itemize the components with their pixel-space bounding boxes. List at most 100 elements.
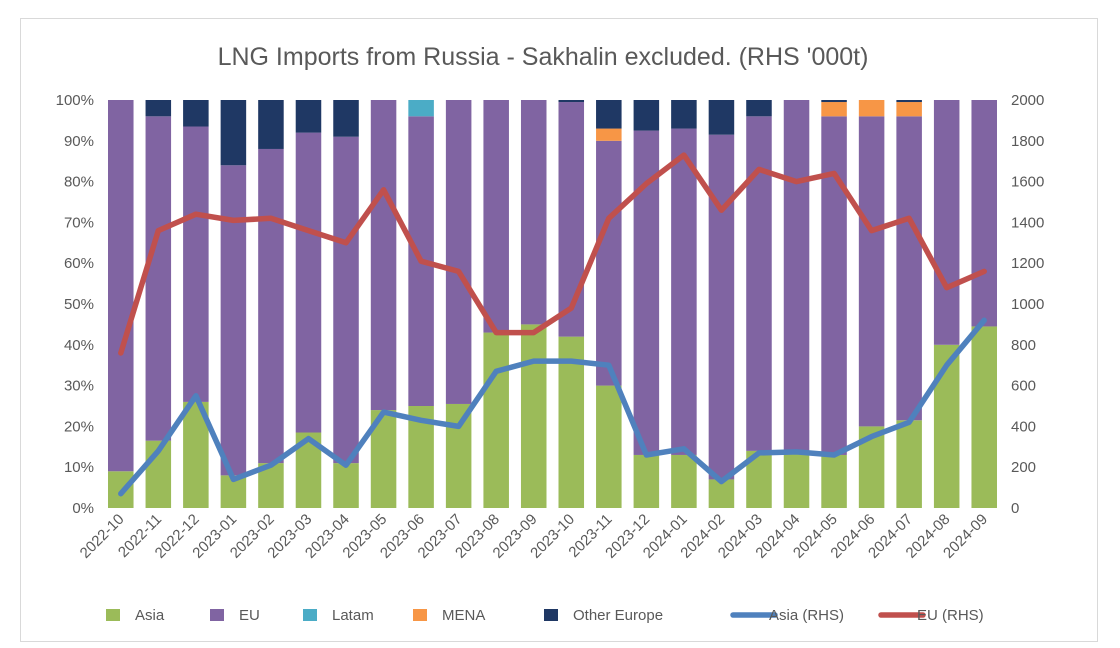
bar-other-europe bbox=[183, 100, 209, 127]
bar-asia bbox=[520, 324, 547, 508]
legend-item: Asia bbox=[106, 607, 165, 624]
bar-other-europe bbox=[821, 100, 847, 103]
bar-eu bbox=[295, 132, 322, 433]
legend-swatch bbox=[303, 609, 317, 621]
legend-swatch bbox=[544, 609, 558, 621]
bar-asia bbox=[483, 332, 509, 508]
left-tick-label: 90% bbox=[64, 133, 94, 150]
bar-asia bbox=[821, 454, 847, 508]
bar-asia bbox=[445, 403, 472, 508]
right-tick-label: 800 bbox=[1011, 337, 1036, 354]
bar-eu bbox=[933, 100, 960, 345]
lines bbox=[118, 152, 987, 497]
legend: Asia EU Latam MENA Other Europe Asia (RHS) EU … bbox=[106, 607, 984, 624]
bar-asia bbox=[783, 450, 810, 508]
right-tick-label: 200 bbox=[1011, 459, 1036, 476]
bar-eu bbox=[370, 100, 397, 411]
right-tick-label: 400 bbox=[1011, 418, 1036, 435]
bar-other-europe bbox=[558, 100, 585, 103]
legend-label: Asia bbox=[135, 607, 165, 624]
bar-eu bbox=[783, 100, 810, 451]
bar-other-europe bbox=[596, 100, 622, 129]
legend-label: EU (RHS) bbox=[917, 607, 984, 624]
left-tick-label: 50% bbox=[64, 296, 94, 313]
bar-latam bbox=[408, 100, 434, 117]
bar-other-europe bbox=[896, 100, 922, 103]
bar-eu bbox=[145, 116, 172, 441]
bar-eu bbox=[708, 134, 735, 480]
bar-eu bbox=[108, 100, 134, 472]
left-tick-label: 60% bbox=[64, 255, 94, 272]
bar-mena bbox=[821, 102, 847, 117]
bar-asia bbox=[971, 326, 997, 508]
bar-asia bbox=[933, 344, 960, 508]
bar-eu bbox=[333, 136, 359, 464]
chart-frame: LNG Imports from Russia - Sakhalin exclu… bbox=[20, 18, 1098, 642]
left-axis: 0% 10% 20% 30% 40% 50% 60% 70% 80% 90% 100% bbox=[56, 92, 94, 517]
right-tick-label: 1800 bbox=[1011, 133, 1044, 150]
left-tick-label: 80% bbox=[64, 174, 94, 191]
legend-item: Latam bbox=[303, 607, 374, 624]
bar-eu bbox=[671, 128, 697, 455]
line-asia-rhs bbox=[118, 317, 987, 497]
legend-item: Asia (RHS) bbox=[730, 607, 844, 624]
chart: LNG Imports from Russia - Sakhalin exclu… bbox=[56, 43, 1045, 624]
bar-eu bbox=[258, 148, 284, 464]
left-tick-label: 40% bbox=[64, 337, 94, 354]
bar-other-europe bbox=[220, 100, 247, 166]
bar-eu bbox=[746, 116, 772, 451]
bar-asia bbox=[333, 463, 359, 508]
legend-item: Other Europe bbox=[544, 607, 663, 624]
bar-other-europe bbox=[145, 100, 172, 117]
left-tick-label: 0% bbox=[72, 500, 94, 517]
right-tick-label: 1600 bbox=[1011, 174, 1044, 191]
bar-asia bbox=[896, 420, 922, 508]
left-tick-label: 10% bbox=[64, 459, 94, 476]
bar-asia bbox=[596, 385, 622, 508]
bar-eu bbox=[445, 100, 472, 404]
right-tick-label: 600 bbox=[1011, 378, 1036, 395]
bar-other-europe bbox=[746, 100, 772, 117]
bar-mena bbox=[896, 102, 922, 117]
bar-eu bbox=[520, 100, 547, 325]
right-tick-label: 1200 bbox=[1011, 255, 1044, 272]
right-tick-label: 0 bbox=[1011, 500, 1019, 517]
bar-mena bbox=[858, 100, 885, 117]
bar-other-europe bbox=[708, 100, 735, 135]
right-axis: 0 200 400 600 800 1000 1200 1400 1600 1800 2000 bbox=[1011, 92, 1044, 517]
legend-item: MENA bbox=[413, 607, 485, 624]
legend-label: EU bbox=[239, 607, 260, 624]
bar-asia bbox=[633, 454, 660, 508]
legend-swatch bbox=[210, 609, 224, 621]
bar-other-europe bbox=[295, 100, 322, 133]
legend-label: Other Europe bbox=[573, 607, 663, 624]
right-tick-label: 1400 bbox=[1011, 214, 1044, 231]
bar-eu bbox=[596, 140, 622, 386]
bar-asia bbox=[558, 336, 585, 508]
bar-eu bbox=[858, 116, 885, 427]
bar-eu bbox=[558, 102, 585, 337]
bar-eu bbox=[483, 100, 509, 333]
bar-other-europe bbox=[258, 100, 284, 149]
right-tick-label: 1000 bbox=[1011, 296, 1044, 313]
left-tick-label: 100% bbox=[56, 92, 94, 109]
bar-eu bbox=[896, 116, 922, 421]
bar-asia bbox=[671, 454, 697, 508]
left-tick-label: 20% bbox=[64, 418, 94, 435]
legend-swatch bbox=[413, 609, 427, 621]
legend-item: EU (RHS) bbox=[878, 607, 984, 624]
legend-label: MENA bbox=[442, 607, 485, 624]
bar-mena bbox=[596, 128, 622, 141]
bar-eu bbox=[220, 165, 247, 476]
chart-title: LNG Imports from Russia - Sakhalin exclu… bbox=[218, 43, 869, 71]
bars bbox=[108, 100, 997, 508]
legend-item: EU bbox=[210, 607, 260, 624]
legend-swatch bbox=[106, 609, 120, 621]
bar-other-europe bbox=[333, 100, 359, 137]
bar-eu bbox=[971, 100, 997, 327]
line-eu-rhs bbox=[118, 152, 987, 356]
bar-eu bbox=[821, 116, 847, 455]
right-tick-label: 2000 bbox=[1011, 92, 1044, 109]
bar-other-europe bbox=[633, 100, 660, 131]
bar-other-europe bbox=[671, 100, 697, 129]
